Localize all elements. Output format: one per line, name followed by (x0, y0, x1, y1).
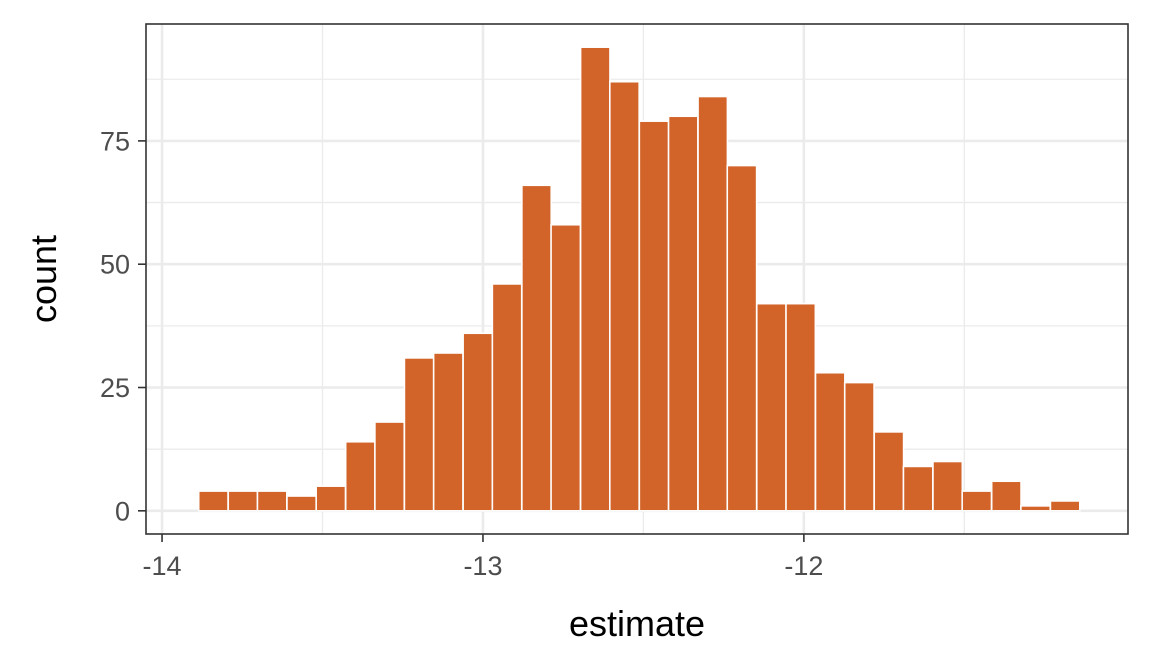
histogram-bar (990, 480, 1022, 512)
histogram-bar (550, 223, 582, 512)
plot-panel-border (145, 23, 1129, 535)
histogram-bars (197, 46, 1081, 512)
histogram-bar (197, 490, 229, 512)
x-axis-title: estimate (569, 603, 705, 644)
x-tick-label: -12 (784, 551, 823, 581)
histogram-bar (227, 490, 259, 512)
y-tick-label: 25 (100, 373, 130, 403)
histogram-bar (344, 440, 376, 512)
histogram-bar (609, 80, 640, 512)
y-axis-title: count (23, 235, 64, 323)
histogram-bar (374, 421, 406, 512)
histogram-bar (755, 302, 787, 512)
y-tick-label: 50 (100, 250, 130, 280)
histogram-bar (521, 184, 553, 512)
histogram-bar (286, 495, 318, 512)
histogram-bar (432, 352, 464, 512)
histogram-bar (638, 120, 670, 512)
histogram-bar (697, 95, 729, 512)
histogram-bar (873, 431, 905, 512)
y-axis: 0 25 50 75 (100, 126, 146, 526)
histogram-bar (403, 357, 435, 512)
x-axis: -14 -13 -12 (143, 534, 823, 581)
x-tick-label: -14 (143, 551, 182, 581)
histogram-bar (462, 332, 494, 512)
y-tick-label: 75 (100, 126, 130, 156)
histogram-bar (579, 46, 611, 512)
histogram-bar (843, 381, 875, 512)
histogram-bar (785, 302, 817, 512)
histogram-bar (315, 485, 347, 512)
x-tick-label: -13 (463, 551, 502, 581)
histogram-bar (961, 490, 993, 512)
y-tick-label: 0 (115, 496, 130, 526)
histogram-bar (256, 490, 288, 512)
histogram-bar (1049, 500, 1081, 512)
histogram-bar (814, 371, 846, 512)
histogram-bar (932, 460, 964, 512)
histogram-bar (667, 115, 699, 512)
histogram-bar (491, 283, 523, 512)
histogram-bar (726, 164, 758, 512)
histogram-bar (902, 465, 934, 512)
histogram-bar (1020, 505, 1052, 512)
